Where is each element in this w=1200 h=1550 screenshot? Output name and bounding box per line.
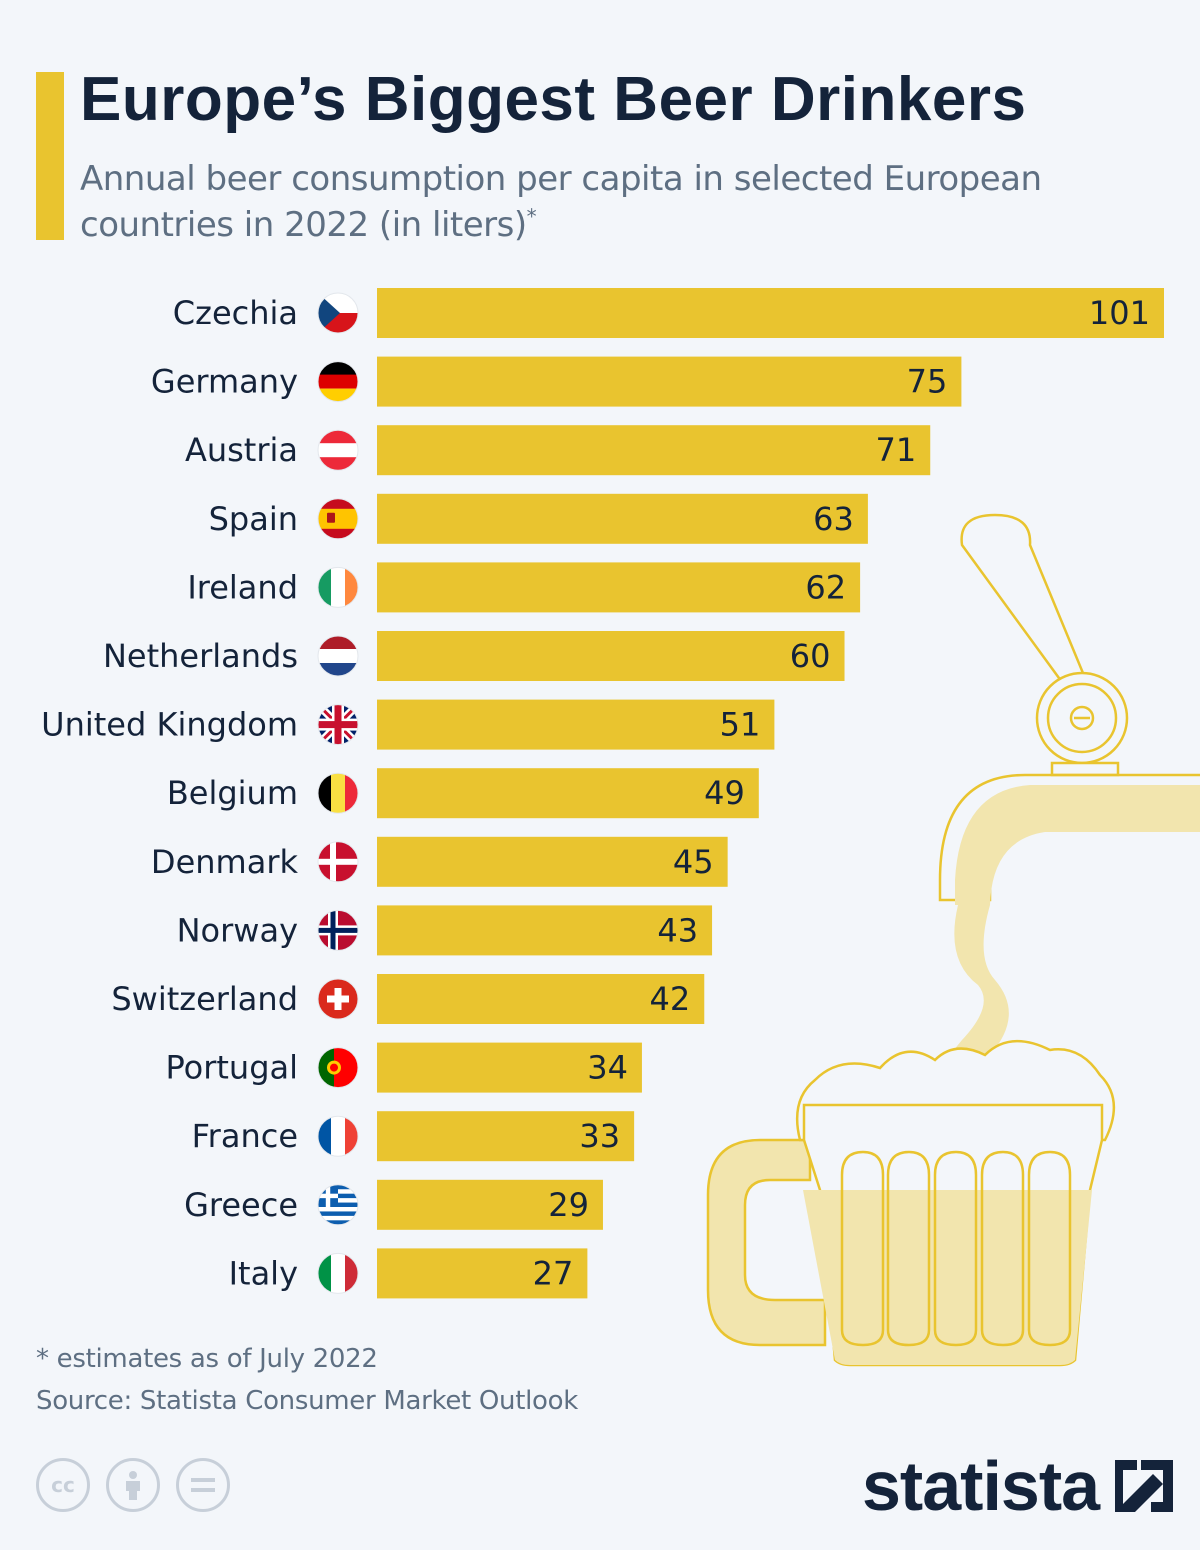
statista-logo-icon [1115, 1460, 1174, 1512]
category-label: Germany [151, 363, 298, 401]
bar-row: Germany 75 [151, 356, 962, 407]
france-flag-icon [317, 1115, 359, 1157]
data-label: 51 [720, 706, 761, 744]
ireland-flag-icon [317, 566, 359, 608]
data-label: 29 [548, 1186, 589, 1224]
bar [377, 768, 759, 819]
bar-row: France 33 [192, 1111, 635, 1162]
bar [377, 288, 1164, 338]
category-label: Switzerland [111, 980, 298, 1018]
portugal-flag-icon [317, 1047, 359, 1089]
category-label: United Kingdom [41, 706, 298, 744]
category-label: Italy [229, 1254, 298, 1292]
by-icon[interactable] [106, 1458, 160, 1512]
bar [377, 1248, 588, 1299]
category-label: Ireland [187, 568, 298, 606]
category-label: Greece [184, 1186, 298, 1224]
bar [377, 356, 962, 407]
category-label: Spain [209, 500, 298, 538]
bar-row: Ireland 62 [187, 562, 861, 613]
austria-flag-icon [317, 429, 359, 471]
footnote: * estimates as of July 2022 [36, 1344, 378, 1374]
italy-flag-icon [317, 1252, 359, 1294]
bar-row: Greece 29 [184, 1179, 603, 1230]
belgium-flag-icon [317, 772, 359, 814]
subtitle-text: Annual beer consumption per capita in se… [80, 159, 1042, 245]
subtitle-footnote-mark: * [526, 204, 537, 229]
cc-icon[interactable]: cc [36, 1458, 90, 1512]
chart-title: Europe’s Biggest Beer Drinkers [80, 65, 1027, 134]
bar [377, 905, 713, 956]
data-label: 49 [704, 774, 745, 812]
category-label: Belgium [167, 774, 298, 812]
category-label: Norway [177, 911, 298, 949]
data-label: 75 [907, 363, 948, 401]
category-label: France [192, 1117, 298, 1155]
data-label: 62 [805, 568, 846, 606]
category-label: Portugal [165, 1049, 298, 1087]
bar-chart: Czechia 101 Germany 75 Austria 71 Spain 63 Irela… [41, 288, 1164, 1299]
source-note: Source: Statista Consumer Market Outlook [36, 1386, 579, 1416]
bar [377, 493, 868, 544]
bar [377, 1042, 642, 1093]
data-label: 60 [790, 637, 831, 675]
bar-row: Norway 43 [177, 905, 713, 956]
bar [377, 425, 931, 476]
data-label: 101 [1089, 294, 1150, 332]
bar [377, 699, 775, 750]
bar-row: Austria 71 [185, 425, 931, 476]
bar-row: United Kingdom 51 [41, 699, 775, 750]
data-label: 63 [813, 500, 854, 538]
denmark-flag-icon [317, 841, 359, 883]
bar-row: Belgium 49 [167, 768, 759, 819]
category-label: Netherlands [103, 637, 298, 675]
bar [377, 836, 728, 887]
statista-logo[interactable]: statista [862, 1448, 1175, 1524]
bar-row: Italy 27 [229, 1248, 588, 1299]
greece-flag-icon [317, 1184, 359, 1226]
bar [377, 1111, 635, 1162]
netherlands-flag-icon [317, 635, 359, 677]
data-label: 42 [650, 980, 691, 1018]
bar-row: Switzerland 42 [111, 974, 705, 1024]
united-kingdom-flag-icon [317, 704, 359, 746]
data-label: 34 [587, 1049, 628, 1087]
bar-row: Spain 63 [209, 493, 868, 544]
data-label: 33 [579, 1117, 620, 1155]
bar [377, 1179, 603, 1230]
bar [377, 631, 845, 681]
data-label: 27 [533, 1254, 574, 1292]
bar-row: Czechia 101 [173, 288, 1164, 338]
data-label: 71 [876, 431, 917, 469]
chart-subtitle: Annual beer consumption per capita in se… [80, 156, 1170, 248]
bar [377, 974, 705, 1024]
bar-row: Denmark 45 [151, 836, 728, 887]
germany-flag-icon [317, 361, 359, 403]
spain-flag-icon [317, 498, 359, 540]
bar-row: Portugal 34 [165, 1042, 642, 1093]
license-icons: cc [36, 1458, 230, 1512]
data-label: 43 [657, 911, 698, 949]
nd-icon[interactable] [176, 1458, 230, 1512]
brand-wordmark: statista [862, 1447, 1100, 1525]
switzerland-flag-icon [317, 978, 359, 1020]
category-label: Czechia [173, 294, 298, 332]
czechia-flag-icon [317, 292, 359, 334]
title-accent-bar [36, 72, 64, 240]
category-label: Denmark [151, 843, 299, 881]
bar-row: Netherlands 60 [103, 631, 845, 681]
data-label: 45 [673, 843, 714, 881]
beer-tap-illustration [706, 513, 1200, 1367]
category-label: Austria [185, 431, 298, 469]
norway-flag-icon [317, 909, 359, 951]
bar [377, 562, 861, 613]
